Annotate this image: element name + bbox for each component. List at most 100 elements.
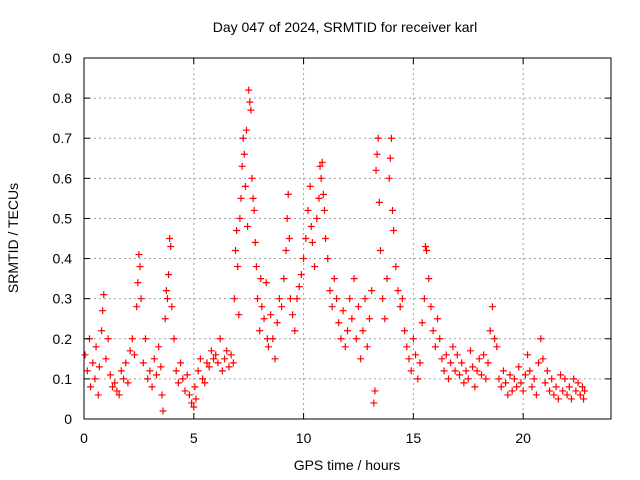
data-point [158,391,166,399]
data-point [106,371,114,379]
data-point [302,235,310,242]
data-point [236,214,244,222]
data-point [541,379,549,387]
data-point [295,283,303,291]
data-point [486,327,494,335]
data-point [251,239,259,247]
data-point [567,395,575,403]
data-point [245,86,253,94]
data-point [352,335,360,343]
data-point [458,359,466,367]
data-point [319,190,327,198]
data-point [191,383,199,391]
data-point [420,295,428,303]
y-tick-label: 0.3 [53,291,73,307]
data-point [307,222,315,230]
data-point [368,287,376,295]
data-point [363,343,371,351]
data-point [163,295,171,303]
data-point [161,315,169,323]
data-point [283,214,291,222]
plot-frame [83,57,612,420]
data-point [199,375,207,383]
data-point [346,295,354,303]
data-point [246,98,254,106]
data-point [111,379,119,387]
data-point [113,387,121,395]
data-point [480,351,488,359]
data-point [398,295,406,303]
data-point [300,255,308,263]
data-point [291,327,299,335]
data-point [370,399,378,407]
data-point [271,355,279,363]
y-tick-label: 0.9 [53,50,73,66]
data-point [359,327,367,335]
data-point [414,375,422,383]
data-point [469,363,477,371]
data-point [269,335,277,343]
data-point [546,387,554,395]
data-point [447,359,455,367]
data-point [166,235,174,242]
data-point [515,363,523,371]
data-point [517,379,525,387]
data-point [286,295,294,303]
data-point [326,287,334,295]
data-point [144,375,152,383]
data-point [256,327,264,335]
data-point [348,315,356,323]
data-point [225,363,233,371]
axis-ticks: 0 0.1 0.2 0.3 0.4 0.5 0.6 0.7 0.8 0.9 0 5 10 15 20 [53,50,611,446]
data-point [548,375,556,383]
data-point [165,271,173,279]
data-point [229,359,237,367]
data-point [423,247,431,255]
data-point [412,351,420,359]
y-tick-label: 0.4 [53,251,73,267]
data-point [504,391,512,399]
data-point [539,355,547,363]
data-point [203,359,211,367]
data-point [311,263,319,271]
data-point [159,407,167,415]
data-point [552,383,560,391]
data-point [313,214,321,222]
data-point [83,367,91,375]
data-point [131,351,139,359]
data-point [403,343,411,351]
data-points [81,86,589,415]
data-point [117,367,125,375]
data-point [407,367,415,375]
data-point [451,367,459,375]
data-point [317,174,325,182]
y-tick-label: 0.2 [53,331,73,347]
data-point [554,395,562,403]
data-point [425,275,433,283]
data-point [521,371,529,379]
data-point [207,347,215,355]
data-point [273,319,281,327]
data-point [471,383,479,391]
data-point [453,351,461,359]
data-point [445,375,453,383]
data-point [561,375,569,383]
data-point [373,150,381,158]
data-point [179,375,187,383]
data-point [374,134,382,142]
data-point [285,235,293,242]
data-point [248,174,256,182]
data-point [201,379,209,387]
data-point [390,226,398,234]
data-point [438,355,446,363]
data-point [120,375,128,383]
data-point [322,235,330,242]
data-point [150,355,158,363]
data-point [344,327,351,335]
data-point [249,194,257,202]
data-point [376,247,384,255]
data-point [258,303,266,311]
data-point [262,279,270,287]
data-point [188,399,196,407]
data-point [320,206,328,214]
